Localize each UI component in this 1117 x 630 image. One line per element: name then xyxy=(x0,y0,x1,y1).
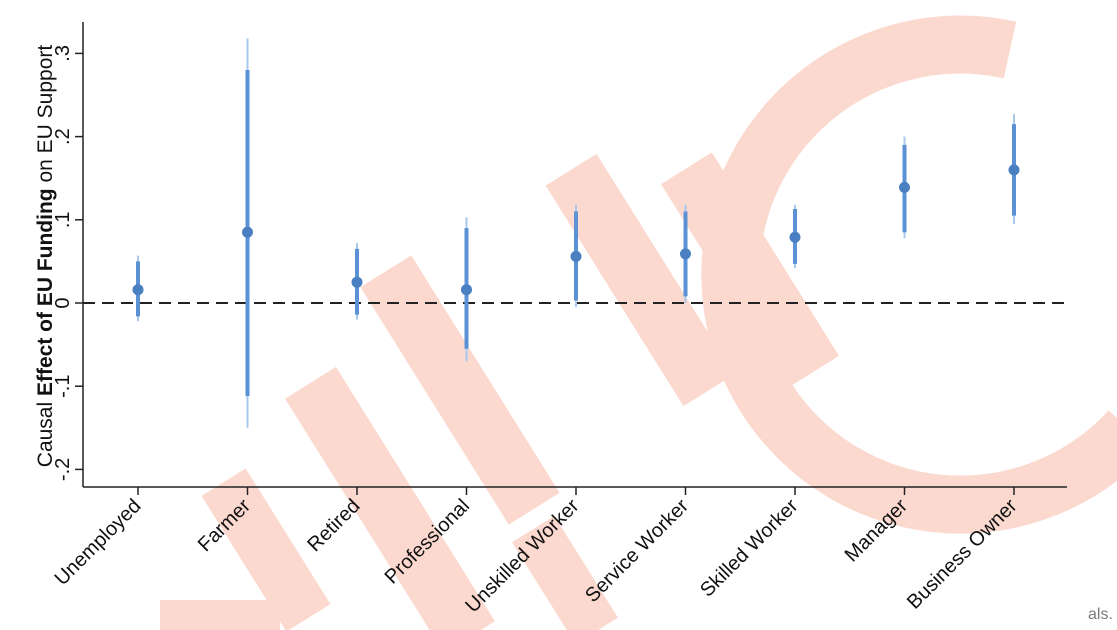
y-axis-label-part: Effect of EU Funding xyxy=(34,188,57,396)
point-estimate xyxy=(789,231,801,243)
x-tick-label: Service Worker xyxy=(581,495,693,607)
y-tick-label: .3 xyxy=(52,45,74,62)
watermark-shape xyxy=(545,153,735,407)
x-tick-label: Retired xyxy=(303,495,364,556)
point-estimate xyxy=(1008,164,1020,176)
watermark-shape xyxy=(160,600,280,630)
y-tick-label: .2 xyxy=(52,128,74,145)
watermark xyxy=(160,15,1117,630)
y-tick-label: -.2 xyxy=(52,458,74,481)
y-tick-label: -.1 xyxy=(52,375,74,398)
watermark-shape xyxy=(201,468,331,630)
x-tick-label: Skilled Worker xyxy=(696,495,803,602)
point-estimate xyxy=(899,181,910,193)
point-estimate xyxy=(132,284,144,296)
point-estimate xyxy=(680,248,691,260)
watermark-shape xyxy=(360,255,560,525)
footer-text: als. xyxy=(1088,606,1113,623)
y-tick-label: 0 xyxy=(52,297,74,308)
point-estimate xyxy=(570,250,582,262)
point-estimate xyxy=(461,284,472,296)
y-axis-label-part: Causal xyxy=(34,396,57,467)
y-axis-label-part: on EU Support xyxy=(34,45,57,189)
y-axis-label: Causal Effect of EU Funding on EU Suppor… xyxy=(34,45,57,468)
watermark-shape xyxy=(660,152,840,388)
watermark-shape xyxy=(512,515,618,630)
watermark-shape xyxy=(701,15,1117,534)
watermark-shape xyxy=(285,366,495,630)
y-tick-label: .1 xyxy=(52,211,74,228)
point-estimate xyxy=(351,276,363,288)
point-estimate xyxy=(242,226,253,238)
x-tick-label: Unemployed xyxy=(51,495,146,590)
